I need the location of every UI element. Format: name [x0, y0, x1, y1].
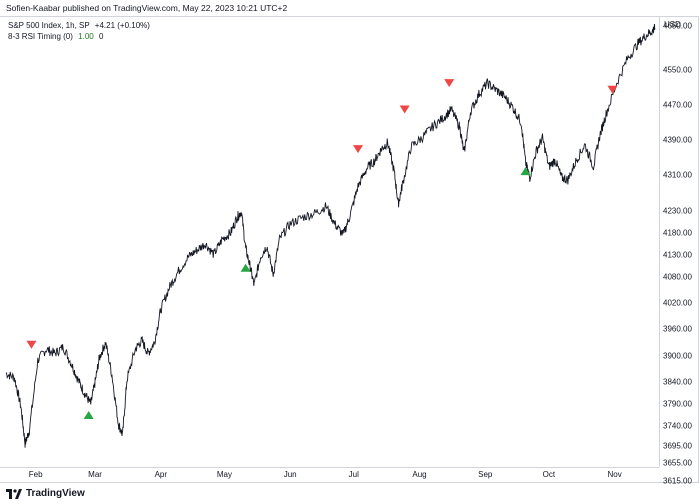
buy-signal-marker — [83, 411, 94, 420]
chart-frame — [0, 16, 699, 483]
price-tick-label: 4180.00 — [663, 228, 692, 238]
price-axis[interactable] — [659, 16, 699, 467]
price-tick-label: 4020.00 — [663, 298, 692, 308]
price-tick-label: 3900.00 — [663, 351, 692, 361]
buy-signal-marker — [520, 167, 531, 176]
time-tick-label: Oct — [542, 470, 556, 479]
time-tick-label: Nov — [607, 470, 622, 479]
price-tick-label: 3960.00 — [663, 324, 692, 334]
price-tick-label: 4310.00 — [663, 170, 692, 180]
price-tick-label: 4390.00 — [663, 135, 692, 145]
price-tick-label: 4550.00 — [663, 65, 692, 75]
indicator-label: 8-3 RSI Timing (0) — [8, 32, 73, 41]
symbol-row: S&P 500 Index, 1h, SP +4.21 (+0.10%) — [8, 20, 150, 31]
price-change: +4.21 (+0.10%) — [94, 21, 150, 30]
indicator-row: 8-3 RSI Timing (0) 1.00 0 — [8, 31, 150, 42]
time-tick-label: Jun — [283, 470, 297, 479]
published-bar: Sofien-Kaabar published on TradingView.c… — [0, 0, 700, 16]
time-tick-label: Apr — [154, 470, 168, 479]
currency-label: USD — [664, 20, 681, 29]
indicator-extra: 0 — [98, 32, 104, 41]
sell-signal-marker — [607, 85, 618, 94]
published-text: Sofien-Kaabar published on TradingView.c… — [6, 3, 288, 13]
price-tick-label: 3615.00 — [663, 476, 692, 486]
time-tick-label: Sep — [478, 470, 493, 479]
time-tick-label: Jul — [348, 470, 359, 479]
price-tick-label: 3695.00 — [663, 441, 692, 451]
price-tick-label: 4230.00 — [663, 206, 692, 216]
price-chart[interactable] — [0, 16, 659, 467]
price-tick-label: 4470.00 — [663, 100, 692, 110]
price-line — [5, 23, 656, 448]
time-tick-label: Mar — [88, 470, 102, 479]
price-tick-label: 4650.00 — [663, 21, 692, 31]
time-tick-label: May — [216, 470, 232, 479]
chart-legend: S&P 500 Index, 1h, SP +4.21 (+0.10%) 8-3… — [8, 20, 150, 42]
sell-signal-marker — [26, 340, 37, 349]
time-axis[interactable] — [0, 467, 659, 483]
price-tick-label: 4130.00 — [663, 250, 692, 260]
time-tick-label: Feb — [28, 470, 43, 479]
brand-name: TradingView — [26, 488, 85, 499]
buy-signal-marker — [240, 263, 251, 272]
price-tick-label: 3740.00 — [663, 421, 692, 431]
footer — [0, 484, 700, 504]
price-tick-label: 3790.00 — [663, 399, 692, 409]
tradingview-logo[interactable]: TradingView — [6, 488, 85, 499]
time-tick-label: Aug — [412, 470, 427, 479]
tradingview-icon — [6, 488, 22, 499]
sell-signal-marker — [353, 145, 364, 154]
symbol-label: S&P 500 Index, 1h, SP — [8, 21, 90, 30]
sell-signal-marker — [444, 79, 455, 88]
indicator-value: 1.00 — [78, 32, 94, 41]
price-tick-label: 3840.00 — [663, 377, 692, 387]
price-tick-label: 3655.00 — [663, 458, 692, 468]
price-tick-label: 4080.00 — [663, 272, 692, 282]
sell-signal-marker — [399, 105, 410, 114]
